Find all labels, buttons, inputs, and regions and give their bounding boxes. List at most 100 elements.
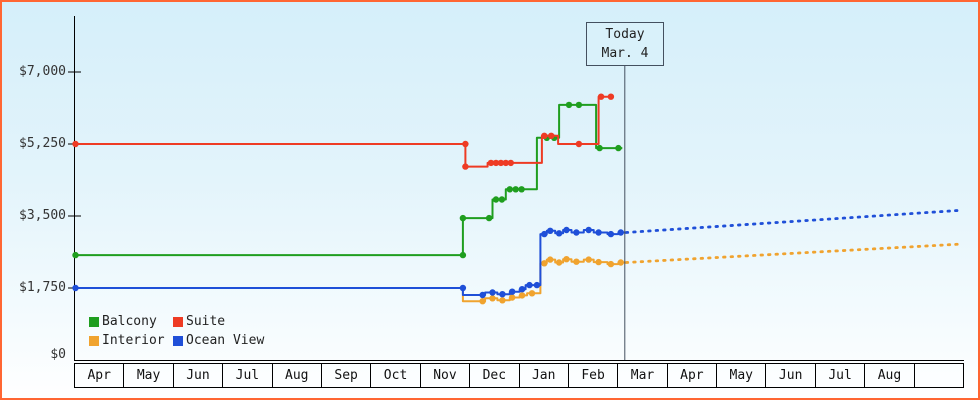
projection-line-ocean-view	[624, 208, 964, 234]
series-marker-interior	[528, 290, 536, 297]
series-marker-balcony	[615, 144, 622, 152]
series-marker-interior	[489, 295, 496, 302]
series-marker-suite	[462, 163, 469, 170]
series-marker-interior	[547, 256, 554, 263]
series-marker-ocean-view	[499, 291, 506, 298]
month-cell: Nov	[419, 363, 471, 388]
series-marker-suite	[575, 140, 583, 148]
month-cell: Feb	[567, 363, 619, 388]
y-axis-tick-label: $0	[50, 347, 66, 362]
series-marker-suite	[607, 93, 615, 100]
legend-item-interior: Interior	[89, 333, 173, 348]
series-marker-ocean-view	[72, 284, 79, 292]
projection-line-interior	[624, 242, 964, 264]
series-marker-balcony	[518, 186, 525, 193]
series-marker-ocean-view	[573, 229, 580, 236]
y-axis-tick-label: $7,000	[19, 64, 66, 79]
series-marker-balcony	[506, 186, 513, 193]
chart-legend: Balcony Suite Interior Ocean View	[89, 314, 265, 348]
legend-label-suite: Suite	[186, 314, 226, 329]
month-cell: Sep	[320, 363, 372, 388]
series-marker-suite	[487, 159, 495, 167]
series-marker-ocean-view	[489, 289, 496, 296]
suite-swatch-icon	[173, 316, 183, 327]
series-marker-interior	[555, 259, 563, 266]
series-marker-balcony	[459, 251, 467, 259]
series-marker-balcony	[459, 214, 467, 222]
month-cell: Mar	[617, 363, 668, 388]
series-marker-suite	[507, 159, 514, 167]
month-cell: Aug	[864, 363, 915, 388]
today-flag: Today Mar. 4	[586, 22, 664, 66]
series-marker-balcony	[498, 196, 506, 203]
interior-swatch-icon	[89, 335, 99, 346]
series-marker-ocean-view	[533, 281, 541, 289]
legend-item-suite: Suite	[173, 314, 264, 329]
ocean-view-swatch-icon	[173, 335, 183, 346]
series-marker-ocean-view	[518, 286, 526, 293]
series-marker-suite	[597, 93, 605, 100]
series-marker-interior	[563, 256, 570, 263]
series-marker-balcony	[72, 251, 79, 259]
series-marker-ocean-view	[541, 230, 548, 238]
month-cell-empty	[913, 363, 965, 388]
series-marker-interior	[585, 256, 592, 263]
today-flag-title: Today	[605, 27, 645, 42]
series-marker-balcony	[485, 214, 493, 222]
series-marker-suite	[72, 140, 79, 148]
legend-label-ocean-view: Ocean View	[186, 333, 265, 348]
series-marker-suite	[548, 132, 555, 139]
today-flag-date: Mar. 4	[601, 46, 649, 61]
legend-label-balcony: Balcony	[102, 314, 157, 329]
series-marker-interior	[595, 258, 602, 266]
series-marker-ocean-view	[526, 281, 533, 289]
series-marker-suite	[492, 159, 500, 167]
legend-item-ocean-view: Ocean View	[173, 333, 265, 348]
month-cell: Jun	[172, 363, 224, 388]
series-line-balcony	[75, 103, 623, 257]
series-marker-balcony	[565, 101, 573, 109]
legend-item-balcony: Balcony	[89, 314, 173, 329]
series-marker-ocean-view	[479, 291, 486, 299]
series-marker-interior	[617, 259, 624, 266]
series-marker-interior	[509, 294, 516, 301]
series-marker-ocean-view	[563, 226, 570, 234]
series-marker-ocean-view	[555, 230, 563, 237]
y-axis-tick-label: $1,750	[19, 280, 66, 295]
series-marker-interior	[479, 298, 486, 305]
series-marker-ocean-view	[509, 288, 516, 295]
series-marker-ocean-view	[585, 226, 592, 234]
series-marker-interior	[541, 260, 548, 267]
month-cell: Jun	[765, 363, 816, 388]
month-cell: Jul	[222, 363, 273, 388]
series-marker-ocean-view	[617, 229, 624, 236]
series-marker-interior	[518, 292, 526, 299]
series-marker-balcony	[512, 186, 519, 193]
x-axis-month-row: Apr May Jun Jul Aug Sep Oct Nov Dec Jan …	[74, 363, 965, 388]
series-marker-suite	[541, 132, 548, 139]
month-cell: Jan	[518, 363, 569, 388]
series-line-suite	[75, 95, 613, 168]
series-marker-suite	[497, 159, 505, 167]
series-marker-ocean-view	[547, 227, 554, 234]
series-marker-interior	[499, 297, 506, 304]
series-marker-interior	[607, 260, 615, 268]
month-cell: Jul	[814, 363, 866, 388]
month-cell: Aug	[271, 363, 322, 388]
series-marker-ocean-view	[459, 284, 467, 292]
month-cell: Oct	[370, 363, 421, 388]
month-cell: Dec	[469, 363, 520, 388]
series-marker-interior	[573, 258, 580, 265]
series-marker-suite	[502, 159, 509, 167]
month-cell: Apr	[666, 363, 718, 388]
series-marker-ocean-view	[607, 230, 615, 238]
month-cell: May	[123, 363, 174, 388]
y-axis-tick-label: $5,250	[19, 136, 66, 151]
series-marker-ocean-view	[595, 229, 602, 236]
series-marker-balcony	[492, 196, 500, 203]
month-cell: Apr	[74, 363, 125, 388]
series-marker-balcony	[575, 101, 583, 109]
balcony-swatch-icon	[89, 316, 99, 327]
